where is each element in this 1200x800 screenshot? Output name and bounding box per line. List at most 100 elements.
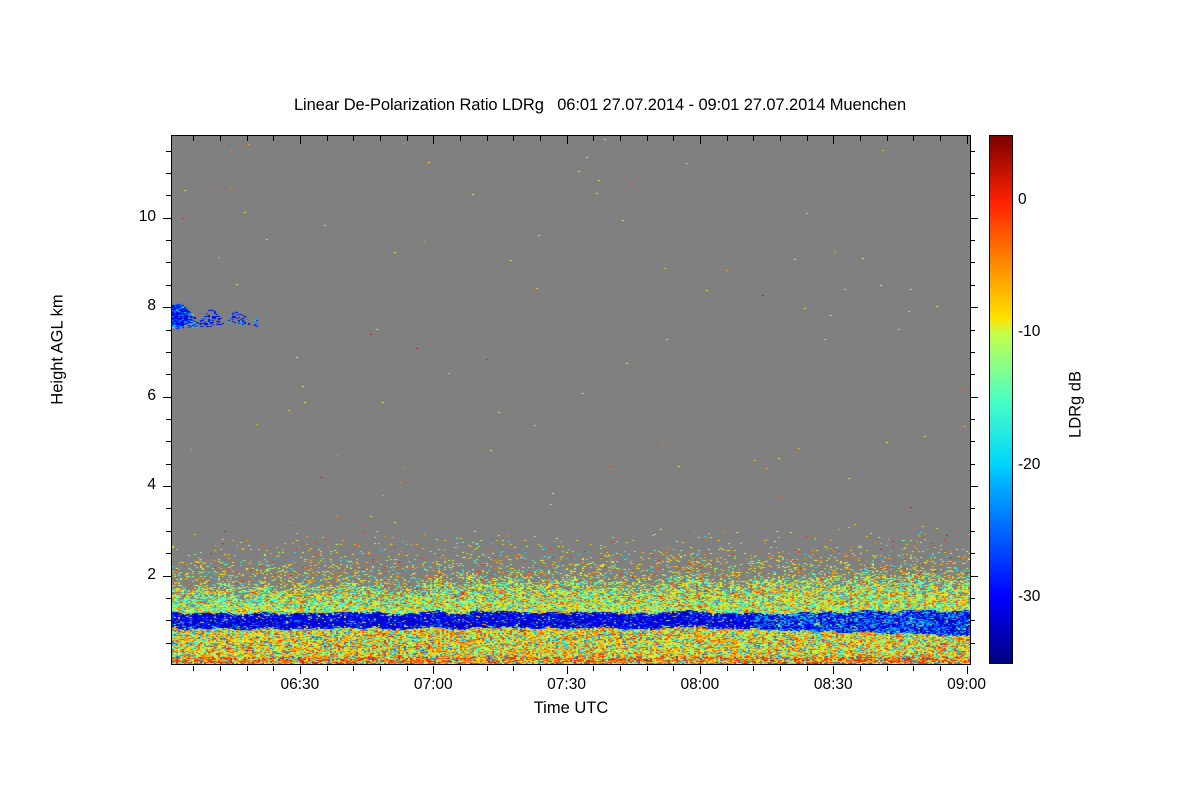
y-tick-minor <box>166 441 171 442</box>
y-tick-major <box>163 307 171 308</box>
x-tick-minor <box>913 666 914 671</box>
x-tick-major <box>967 666 968 674</box>
y-tick-label: 4 <box>147 476 156 494</box>
x-tick-minor <box>727 666 728 671</box>
y-tick-minor <box>166 352 171 353</box>
y-axis-label: Height AGL km <box>48 294 67 405</box>
y-tick-minor <box>166 553 171 554</box>
x-tick-label: 09:00 <box>947 676 986 693</box>
x-tick-minor-top <box>647 136 648 141</box>
y-tick-minor-right <box>970 531 975 532</box>
colorbar-tick-label: -20 <box>1018 455 1041 473</box>
x-tick-minor <box>753 666 754 671</box>
x-tick-minor-top <box>513 136 514 141</box>
x-tick-minor-top <box>860 136 861 141</box>
y-tick-minor <box>166 598 171 599</box>
x-tick-minor-top <box>593 136 594 141</box>
y-tick-minor <box>166 262 171 263</box>
x-tick-label: 07:30 <box>547 676 586 693</box>
y-tick-minor-right <box>970 330 975 331</box>
y-tick-major <box>163 218 171 219</box>
x-tick-minor-top <box>727 136 728 141</box>
x-tick-major <box>433 666 434 674</box>
x-tick-minor <box>407 666 408 671</box>
y-tick-major-right <box>970 397 978 398</box>
x-tick-minor <box>193 666 194 671</box>
x-tick-minor-top <box>327 136 328 141</box>
x-tick-minor <box>513 666 514 671</box>
x-tick-minor <box>940 666 941 671</box>
x-tick-label: 07:00 <box>413 676 453 693</box>
x-tick-minor <box>460 666 461 671</box>
x-tick-minor-top <box>353 136 354 141</box>
y-tick-minor <box>166 620 171 621</box>
y-tick-minor <box>166 195 171 196</box>
x-tick-minor-top <box>940 136 941 141</box>
y-tick-minor-right <box>970 508 975 509</box>
x-tick-minor <box>353 666 354 671</box>
y-tick-minor-right <box>970 262 975 263</box>
y-tick-minor-right <box>970 643 975 644</box>
x-tick-minor-top <box>780 136 781 141</box>
y-tick-minor <box>166 173 171 174</box>
x-tick-minor-top <box>193 136 194 141</box>
y-tick-minor-right <box>970 598 975 599</box>
y-tick-minor <box>166 508 171 509</box>
x-tick-minor <box>887 666 888 671</box>
x-tick-label: 08:30 <box>813 676 853 693</box>
x-tick-major <box>700 666 701 674</box>
x-tick-minor <box>620 666 621 671</box>
x-tick-minor-top <box>380 136 381 141</box>
y-tick-minor <box>166 419 171 420</box>
y-tick-major-right <box>970 486 978 487</box>
x-tick-minor <box>327 666 328 671</box>
x-axis-label: Time UTC <box>533 699 609 717</box>
x-tick-major <box>300 666 301 674</box>
y-tick-minor <box>166 240 171 241</box>
colorbar-tick-label: -30 <box>1018 587 1041 605</box>
y-tick-minor-right <box>970 620 975 621</box>
x-tick-minor-top <box>407 136 408 141</box>
y-tick-minor-right <box>970 240 975 241</box>
x-tick-minor <box>380 666 381 671</box>
chart-title: Linear De-Polarization Ratio LDRg 06:01 … <box>293 96 907 114</box>
x-tick-minor <box>540 666 541 671</box>
y-tick-minor <box>166 531 171 532</box>
x-tick-minor <box>220 666 221 671</box>
y-tick-minor <box>166 330 171 331</box>
y-tick-major <box>163 576 171 577</box>
x-tick-minor-top <box>487 136 488 141</box>
y-tick-major <box>163 486 171 487</box>
x-tick-minor <box>487 666 488 671</box>
x-tick-minor <box>247 666 248 671</box>
y-tick-minor-right <box>970 151 975 152</box>
y-tick-major-right <box>970 307 978 308</box>
y-tick-minor <box>166 643 171 644</box>
x-tick-minor <box>647 666 648 671</box>
x-tick-minor-top <box>887 136 888 141</box>
x-tick-major-top <box>433 136 434 144</box>
y-tick-minor-right <box>970 352 975 353</box>
x-tick-major-top <box>700 136 701 144</box>
y-tick-minor-right <box>970 173 975 174</box>
x-tick-minor-top <box>673 136 674 141</box>
heatmap-data-canvas <box>172 136 970 664</box>
y-tick-label: 10 <box>138 207 156 225</box>
x-tick-minor-top <box>460 136 461 141</box>
x-tick-major-top <box>833 136 834 144</box>
x-tick-minor <box>807 666 808 671</box>
y-tick-minor-right <box>970 285 975 286</box>
plot-area <box>171 135 971 665</box>
x-tick-minor-top <box>273 136 274 141</box>
colorbar <box>989 135 1013 664</box>
y-tick-minor-right <box>970 464 975 465</box>
y-tick-minor-right <box>970 441 975 442</box>
x-tick-label: 06:30 <box>280 676 320 693</box>
y-tick-minor <box>166 151 171 152</box>
y-tick-minor-right <box>970 419 975 420</box>
y-tick-minor <box>166 374 171 375</box>
y-tick-label: 2 <box>147 565 156 583</box>
x-tick-minor-top <box>620 136 621 141</box>
y-tick-minor-right <box>970 553 975 554</box>
